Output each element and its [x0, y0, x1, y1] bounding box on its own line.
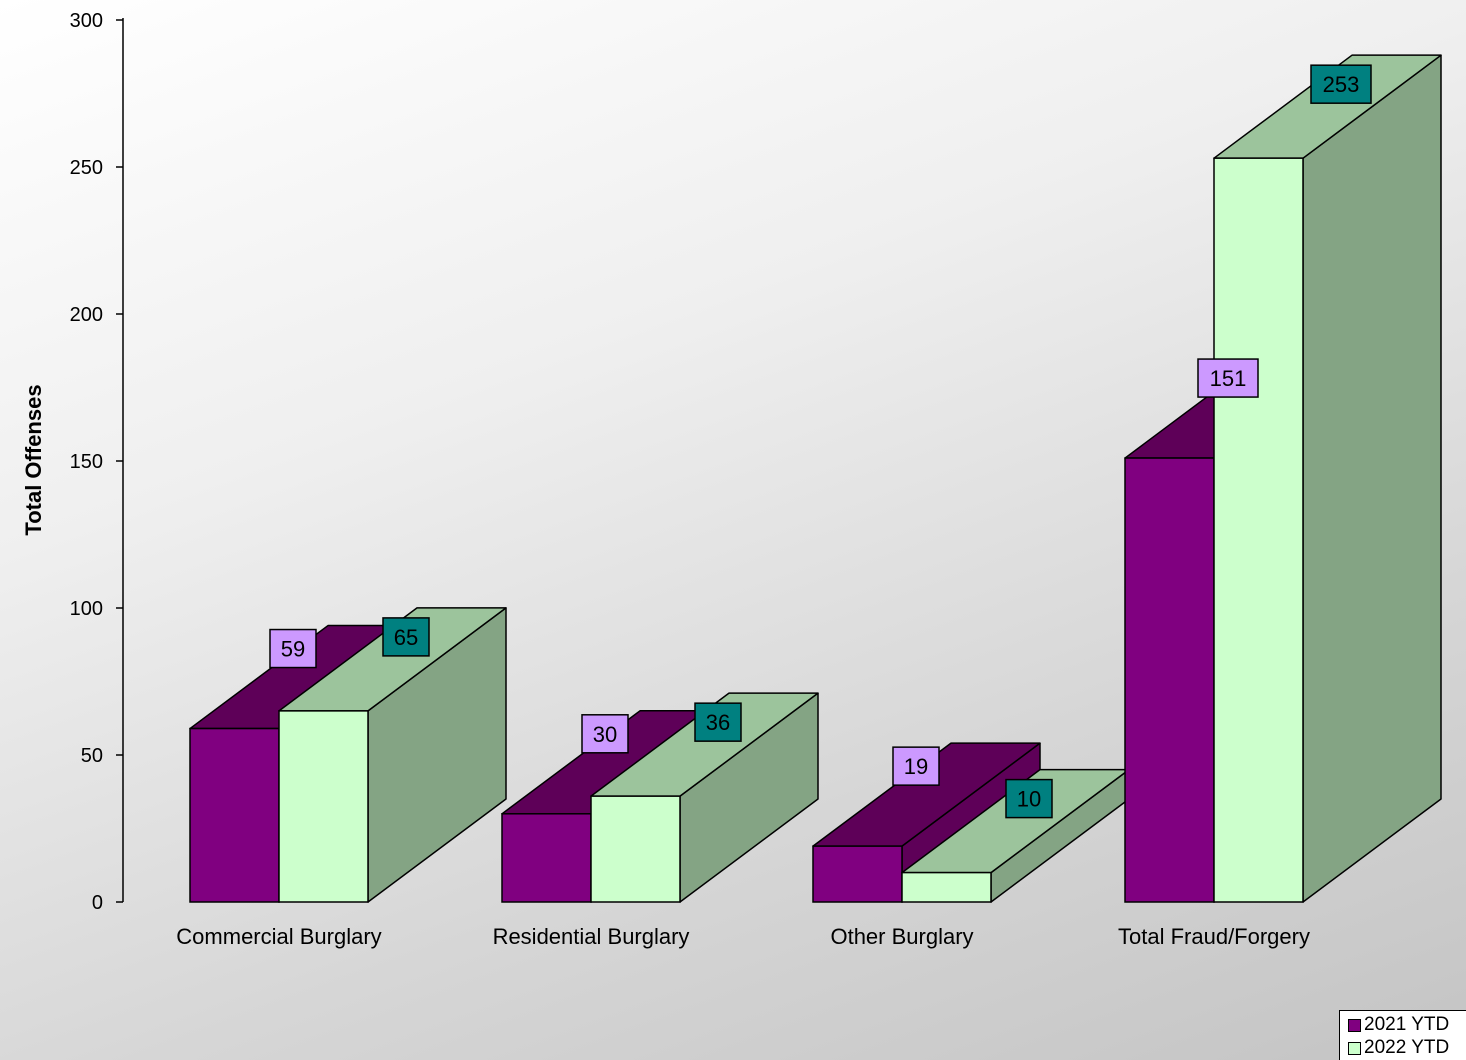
data-label-2022-2: 10: [1005, 778, 1053, 819]
x-tick-label: Residential Burglary: [493, 924, 690, 949]
bar-2022-3-side: [1302, 54, 1442, 903]
bar-2021-1-front: [501, 813, 592, 903]
data-label-2021-0-box: [269, 628, 317, 669]
data-label-2022-0-text: 65: [394, 625, 418, 650]
x-tick-label: Commercial Burglary: [176, 924, 381, 949]
bar-2022-0: [278, 607, 507, 903]
data-label-2021-2-box: [892, 746, 940, 786]
y-tick-label: 50: [81, 745, 103, 767]
bar-2022-3: [1213, 54, 1442, 903]
data-label-2022-2-text: 10: [1017, 787, 1041, 812]
chart-data-labels: 59 65 30 36 19 10 151 253: [269, 64, 1372, 819]
data-label-2022-1-box: [694, 702, 742, 742]
legend-swatch-2021: [1348, 1018, 1361, 1032]
chart-bars: [189, 54, 1442, 903]
legend-label-2022: 2022 YTD: [1364, 1037, 1450, 1058]
bar-2022-2: [901, 768, 1130, 903]
bar-2022-0-front: [278, 710, 369, 903]
x-tick-label: Other Burglary: [830, 924, 973, 949]
chart-axes: 0 50 100 150 200 250 300 Commercial Burglary Res…: [70, 10, 1310, 949]
data-label-2022-3-box: [1310, 64, 1372, 104]
data-label-2021-3-box: [1197, 358, 1259, 398]
data-label-2021-3: 151: [1197, 358, 1259, 398]
data-label-2022-3-text: 253: [1323, 72, 1360, 97]
bar-2021-0-front: [189, 727, 280, 903]
legend-label-2021: 2021 YTD: [1364, 1014, 1450, 1035]
bar-2021-3-front: [1124, 457, 1215, 903]
y-tick-label: 150: [70, 451, 103, 473]
data-label-2022-1-text: 36: [706, 710, 730, 735]
bar-2021-2-front: [812, 845, 903, 903]
bar-2022-2-front: [901, 871, 992, 903]
data-label-2021-3-text: 151: [1210, 366, 1247, 391]
data-label-2021-1-box: [581, 714, 629, 754]
data-label-2022-1: 36: [694, 702, 742, 742]
data-label-2022-3: 253: [1310, 64, 1372, 104]
bar-2022-1: [590, 692, 819, 903]
data-label-2021-2-text: 19: [904, 754, 928, 779]
legend-item-2022: 2022 YTD: [1348, 1037, 1449, 1059]
data-label-2021-0-text: 59: [281, 637, 305, 662]
data-label-2021-2: 19: [892, 746, 940, 786]
y-tick-label: 0: [92, 892, 103, 914]
data-label-2021-1-text: 30: [593, 722, 617, 747]
bar-2022-3-front: [1213, 157, 1304, 903]
data-label-2022-2-box: [1005, 778, 1053, 819]
x-tick-label: Total Fraud/Forgery: [1118, 924, 1310, 949]
y-tick-label: 300: [70, 10, 103, 32]
chart-legend: 2021 YTD 2022 YTD: [1339, 1010, 1466, 1060]
legend-swatch-2022: [1348, 1041, 1361, 1055]
y-tick-label: 100: [70, 598, 103, 620]
legend-item-2021: 2021 YTD: [1348, 1014, 1449, 1036]
y-tick-label: 200: [70, 304, 103, 326]
y-axis-title: Total Offenses: [21, 384, 46, 535]
bar-2022-1-front: [590, 795, 681, 903]
data-label-2022-0-box: [382, 617, 430, 657]
data-label-2021-0: 59: [269, 628, 317, 669]
y-tick-label: 250: [70, 157, 103, 179]
data-label-2021-1: 30: [581, 714, 629, 754]
data-label-2022-0: 65: [382, 617, 430, 657]
